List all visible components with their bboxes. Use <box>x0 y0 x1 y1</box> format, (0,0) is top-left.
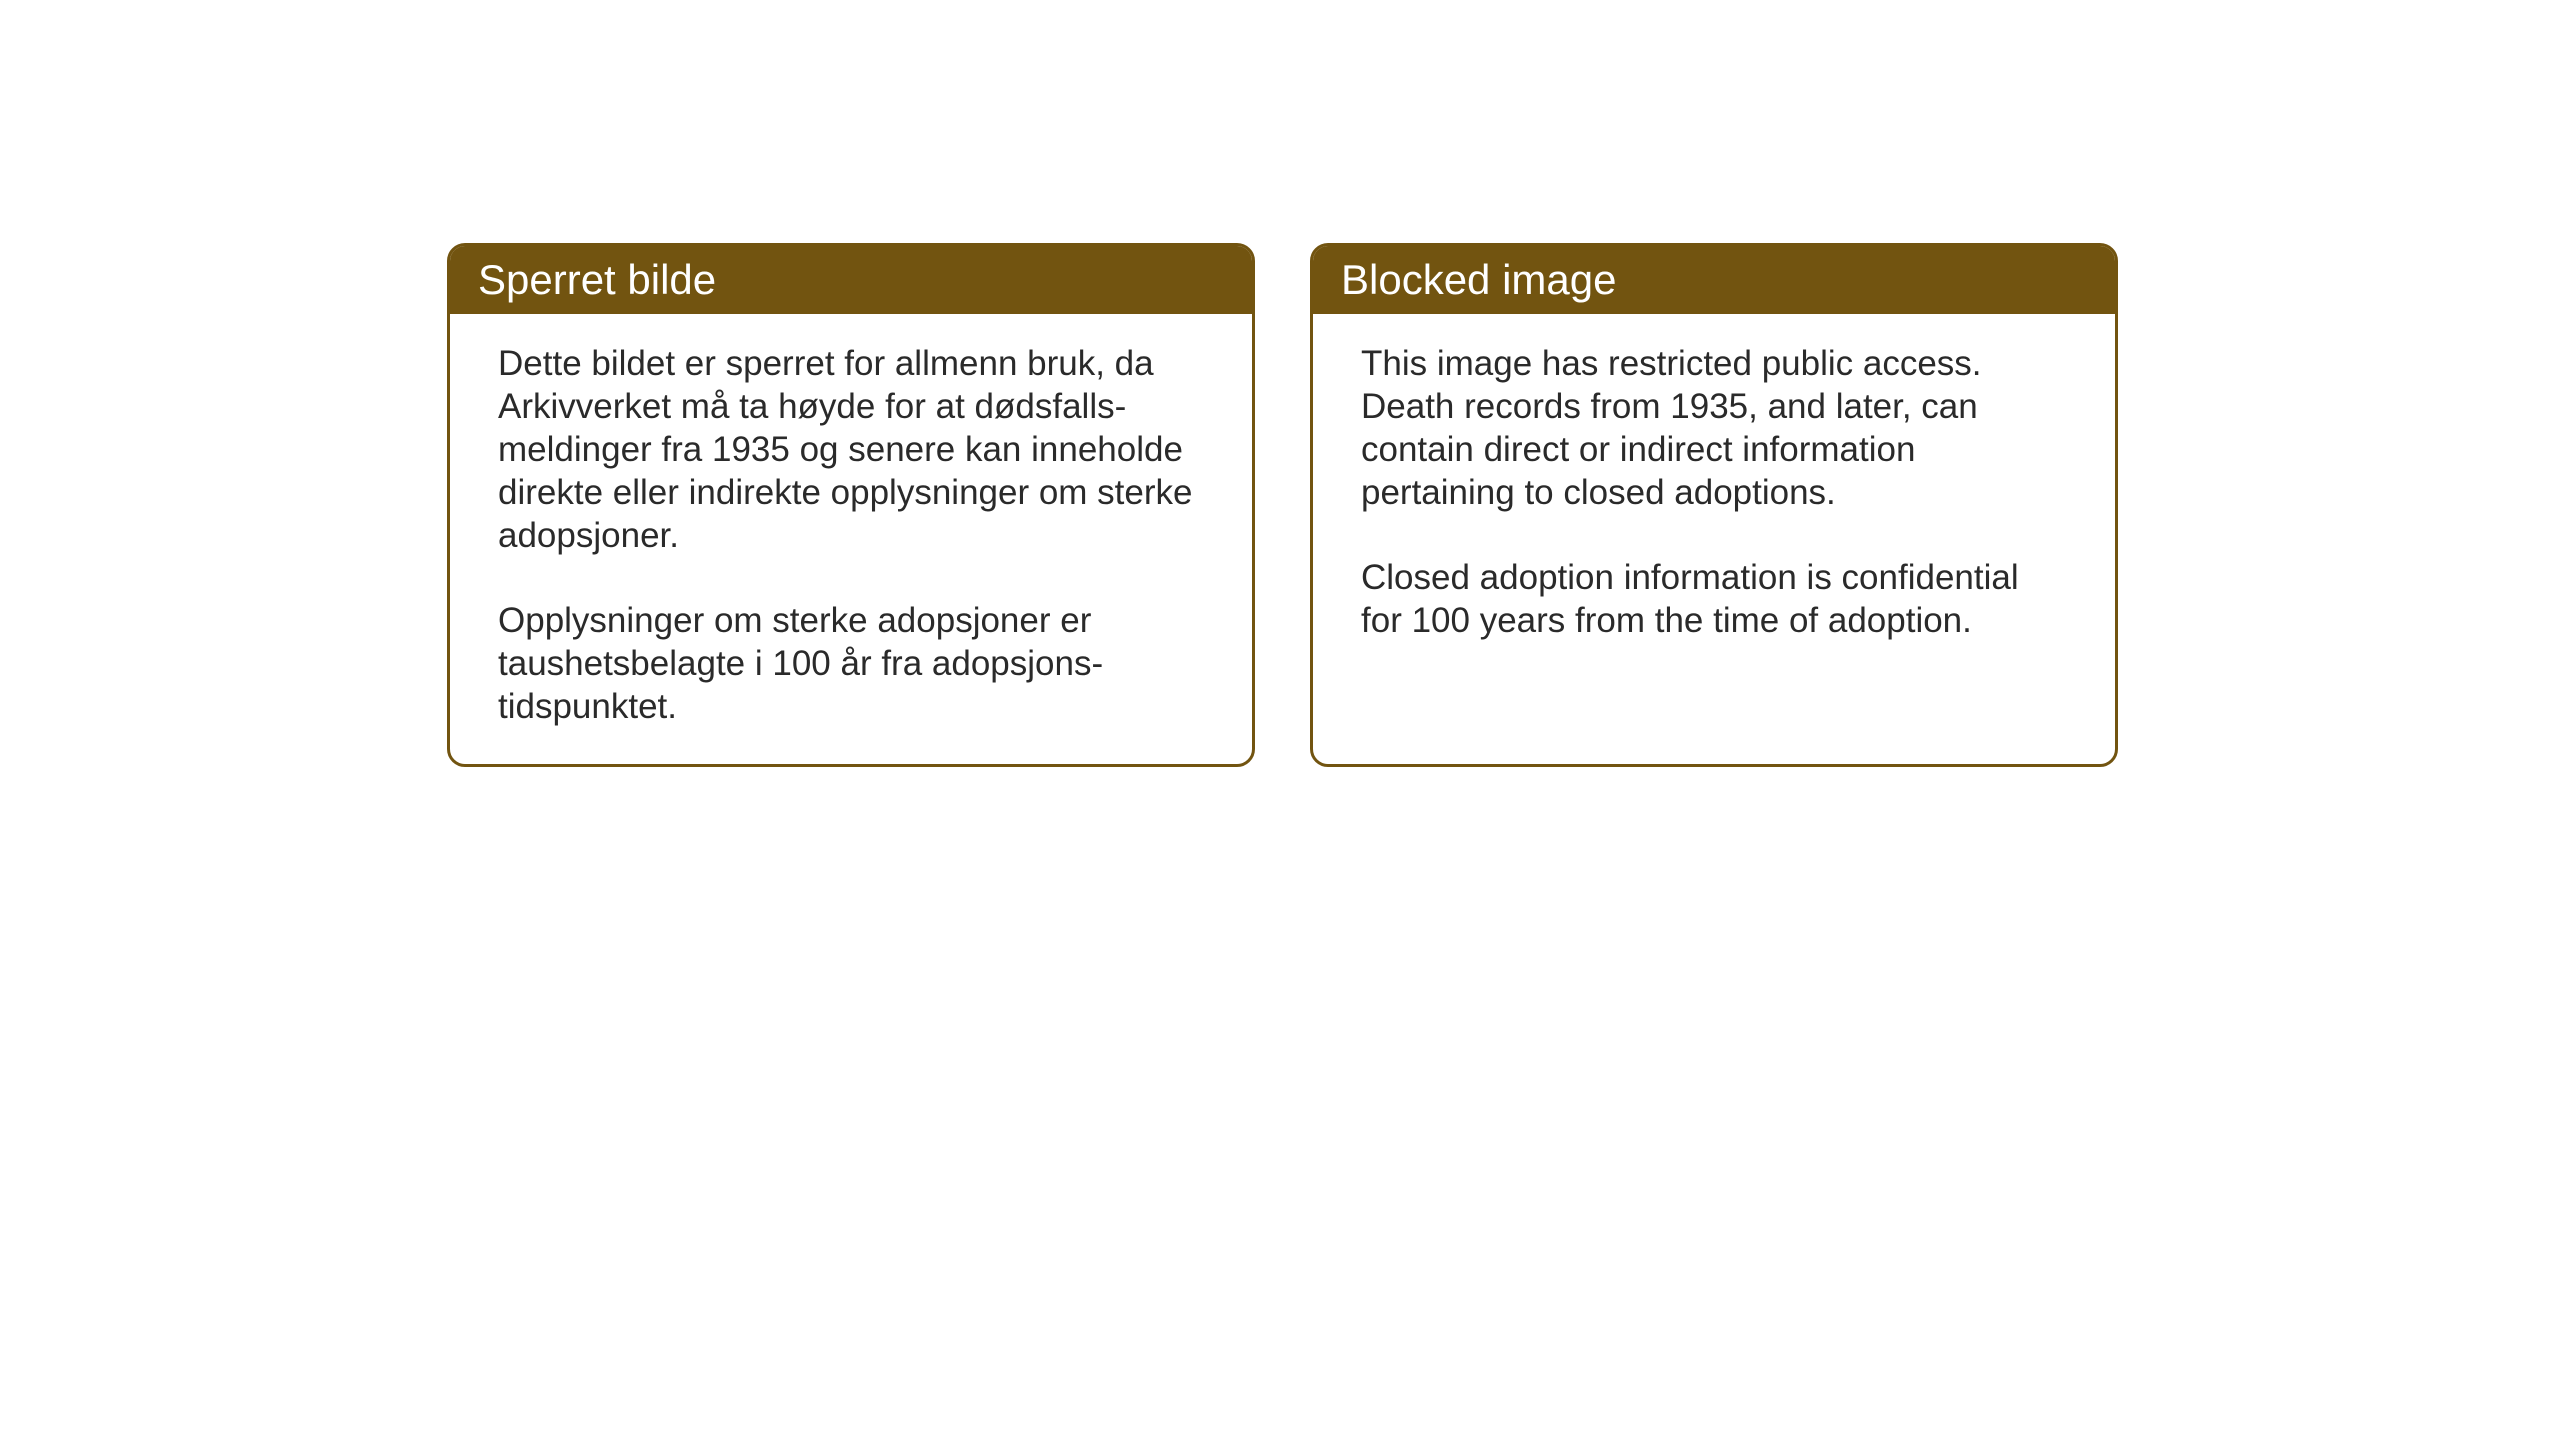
card-title-english: Blocked image <box>1341 256 1616 303</box>
card-paragraph-english-2: Closed adoption information is confident… <box>1361 556 2067 642</box>
card-paragraph-norwegian-2: Opplysninger om sterke adopsjoner er tau… <box>498 599 1204 728</box>
notice-cards-container: Sperret bilde Dette bildet er sperret fo… <box>447 243 2118 767</box>
card-header-norwegian: Sperret bilde <box>450 246 1252 314</box>
notice-card-norwegian: Sperret bilde Dette bildet er sperret fo… <box>447 243 1255 767</box>
card-body-english: This image has restricted public access.… <box>1313 314 2115 744</box>
notice-card-english: Blocked image This image has restricted … <box>1310 243 2118 767</box>
card-header-english: Blocked image <box>1313 246 2115 314</box>
card-paragraph-english-1: This image has restricted public access.… <box>1361 342 2067 514</box>
card-body-norwegian: Dette bildet er sperret for allmenn bruk… <box>450 314 1252 764</box>
card-paragraph-norwegian-1: Dette bildet er sperret for allmenn bruk… <box>498 342 1204 557</box>
card-title-norwegian: Sperret bilde <box>478 256 716 303</box>
